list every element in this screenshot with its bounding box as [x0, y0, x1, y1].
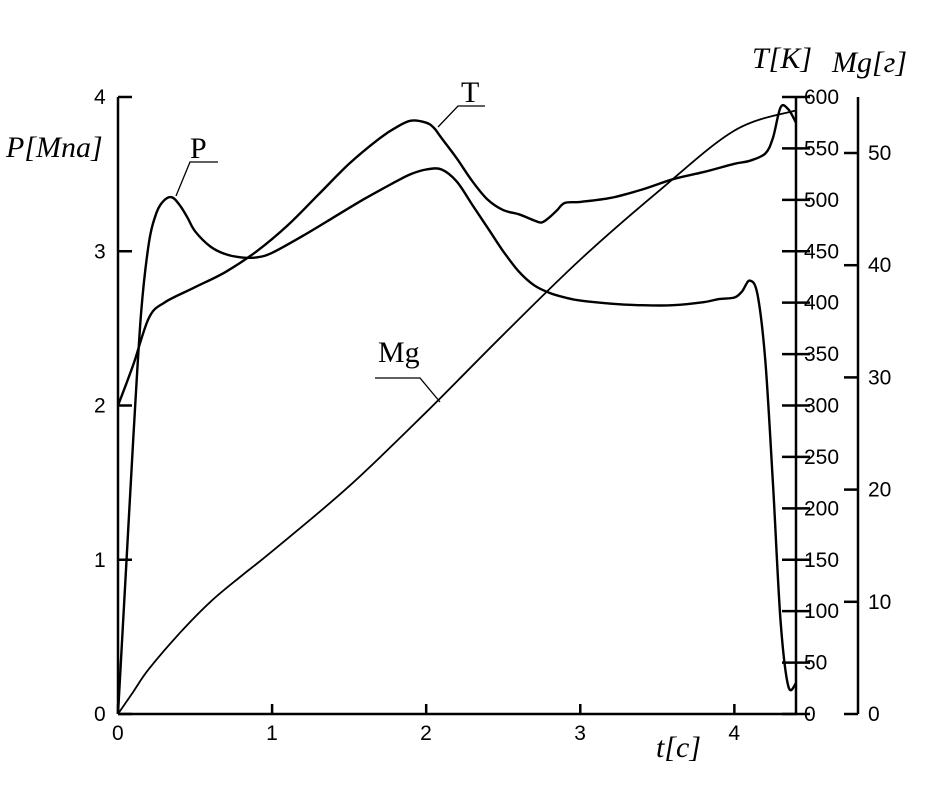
p-tick-label: 3: [94, 240, 106, 263]
mg-tick-label: 30: [868, 366, 891, 389]
leader-line-mg: [375, 377, 441, 403]
curve-label-p: P: [190, 132, 207, 165]
t-tick-label: 600: [804, 86, 839, 109]
t-tick-label: 150: [804, 549, 839, 572]
curve-label-t: T: [461, 76, 479, 109]
x-tick-label: 3: [574, 722, 586, 745]
axes: [116, 97, 860, 716]
x-axis-title: t[c]: [656, 731, 701, 764]
leader-line-p: [175, 161, 218, 197]
curve-label-mg: Mg: [378, 336, 420, 369]
y-axis-title-mg: Mg[г]: [831, 46, 907, 79]
t-tick-label: 200: [804, 497, 839, 520]
series-line-p: [116, 167, 797, 715]
mg-tick-label: 40: [868, 254, 891, 277]
leader-line-t: [437, 105, 485, 128]
mg-tick-label: 0: [868, 703, 880, 726]
t-tick-label: 100: [804, 600, 839, 623]
series-lines: [116, 103, 798, 715]
t-tick-label: 300: [804, 395, 839, 418]
t-tick-label: 50: [804, 652, 827, 675]
t-tick-label: 0: [804, 703, 816, 726]
p-tick-label: 4: [94, 86, 106, 109]
annotations: P T Mg: [175, 76, 485, 403]
series-line-t: [116, 103, 798, 406]
t-tick-label: 350: [804, 343, 839, 366]
t-tick-label: 550: [804, 137, 839, 160]
x-tick-label: 4: [728, 722, 740, 745]
y-axis-title-p: P[Mna]: [5, 131, 103, 164]
mg-tick-label: 50: [868, 142, 891, 165]
ticks: 0 1 2 3 401234050100150200250300350400450500…: [94, 86, 891, 745]
series-line-mg: [117, 109, 797, 715]
mg-tick-label: 10: [868, 591, 891, 614]
p-tick-label: 0: [94, 703, 106, 726]
t-tick-label: 450: [804, 240, 839, 263]
t-tick-label: 400: [804, 292, 839, 315]
x-tick-label: 2: [420, 722, 432, 745]
p-tick-label: 1: [94, 549, 106, 572]
x-tick-label: 0: [112, 722, 124, 745]
t-tick-label: 250: [804, 446, 839, 469]
p-tick-label: 2: [94, 395, 106, 418]
mg-tick-label: 20: [868, 479, 891, 502]
y-axis-title-t: T[K]: [752, 42, 812, 75]
x-tick-label: 1: [266, 722, 278, 745]
t-tick-label: 500: [804, 189, 839, 212]
